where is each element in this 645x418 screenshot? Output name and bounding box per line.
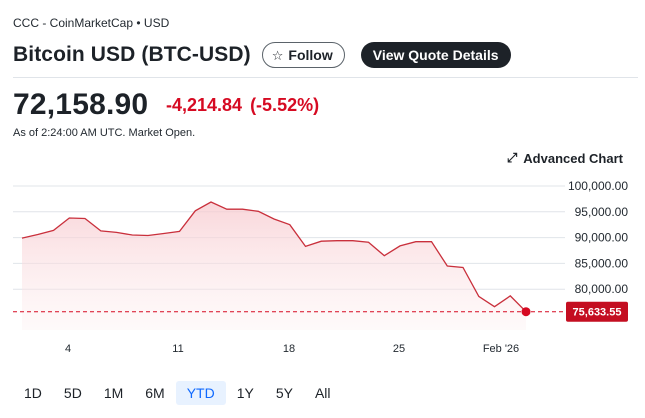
price-change: -4,214.84 (-5.52%) — [166, 95, 319, 116]
advanced-chart-link[interactable]: ⤢ Advanced Chart — [507, 150, 623, 166]
star-icon: ☆ — [271, 47, 284, 63]
title-row: Bitcoin USD (BTC-USD) ☆ Follow View Quot… — [13, 41, 511, 69]
y-tick-label: 95,000.00 — [575, 205, 629, 219]
range-selector: 1D 5D 1M 6M YTD 1Y 5Y All — [13, 381, 342, 405]
x-tick-label: 4 — [65, 343, 71, 355]
y-tick-label: 90,000.00 — [575, 231, 629, 245]
range-button-5d[interactable]: 5D — [63, 385, 82, 401]
page-title: Bitcoin USD (BTC-USD) — [13, 43, 251, 66]
source-label: CCC - CoinMarketCap • USD — [13, 16, 170, 30]
header-divider — [13, 77, 638, 78]
x-tick-label: 11 — [172, 343, 183, 355]
x-tick-label: Feb '26 — [483, 343, 519, 355]
price-line — [21, 201, 527, 313]
follow-label: Follow — [288, 47, 333, 63]
y-tick-label: 85,000.00 — [575, 256, 629, 270]
y-tick-label: 80,000.00 — [575, 282, 629, 296]
range-button-6m[interactable]: 6M — [145, 385, 165, 401]
last-price-badge — [566, 301, 628, 322]
range-button-1y[interactable]: 1Y — [236, 385, 254, 401]
range-button-ytd[interactable]: YTD — [175, 381, 226, 405]
x-tick-label: 25 — [393, 343, 405, 355]
last-price-label: 75,633.55 — [573, 307, 622, 319]
change-percent: (-5.52%) — [250, 95, 320, 115]
advanced-chart-label: Advanced Chart — [523, 150, 623, 166]
range-button-all[interactable]: All — [314, 385, 331, 401]
current-price: 72,158.90 — [13, 88, 149, 121]
area-fill — [22, 202, 526, 330]
as-of-timestamp: As of 2:24:00 AM UTC. Market Open. — [13, 127, 196, 139]
x-tick-label: 18 — [283, 343, 295, 355]
y-tick-label: 100,000.00 — [568, 179, 628, 193]
change-value: -4,214.84 — [166, 95, 243, 115]
range-button-1d[interactable]: 1D — [24, 385, 42, 401]
last-price-marker — [521, 307, 531, 317]
range-button-5y[interactable]: 5Y — [275, 385, 293, 401]
price-chart[interactable]: 100,000.00 95,000.00 90,000.00 85,000.00 80,… — [0, 170, 645, 370]
expand-icon: ⤢ — [506, 150, 518, 165]
view-quote-details-button[interactable]: View Quote Details — [360, 42, 511, 68]
range-button-1m[interactable]: 1M — [103, 385, 124, 401]
follow-button[interactable]: ☆ Follow — [261, 42, 345, 68]
